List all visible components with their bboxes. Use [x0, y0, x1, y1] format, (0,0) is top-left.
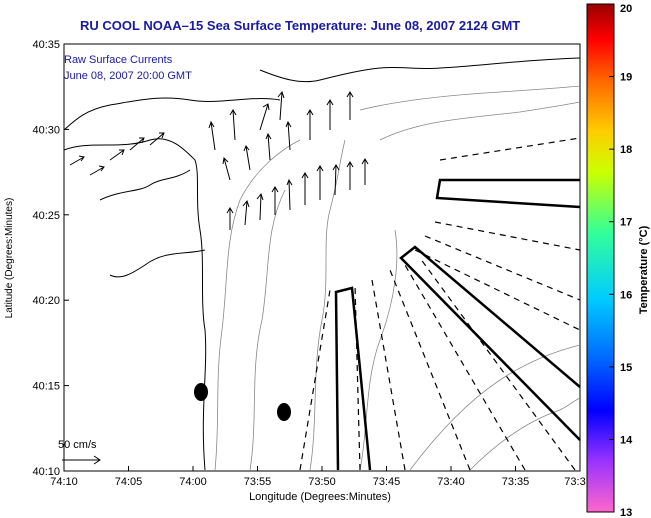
colorbar-label: Temperature (°C)	[638, 225, 650, 314]
marker-1	[194, 383, 208, 401]
colorbar-tick-label: 14	[620, 434, 633, 446]
current-vectors	[69, 90, 369, 230]
x-tick-label: 74:00	[179, 476, 207, 488]
chart-title: RU COOL NOAA–15 Sea Surface Temperature:…	[80, 18, 520, 33]
x-tick-label: 73:35	[502, 476, 530, 488]
y-tick-label: 40:20	[32, 295, 60, 307]
transect-polygons	[334, 178, 581, 471]
marker-2	[277, 403, 291, 421]
x-tick-label: 73:3	[564, 476, 585, 488]
inset-line-1: Raw Surface Currents	[64, 54, 173, 66]
map-plot-area: Raw Surface Currents June 08, 2007 20:00…	[58, 43, 581, 472]
x-axis: 74:10 74:05 74:00 73:55 73:50 73:45 73:40 73:35…	[50, 466, 586, 488]
y-tick-label: 40:30	[32, 124, 60, 136]
colorbar-tick-label: 16	[620, 289, 632, 301]
y-tick-label: 40:35	[32, 39, 60, 51]
y-tick-label: 40:25	[32, 210, 60, 222]
colorbar-tick-label: 15	[620, 362, 632, 374]
x-tick-label: 74:10	[50, 476, 78, 488]
x-tick-label: 73:40	[437, 476, 465, 488]
y-tick-label: 40:10	[32, 466, 60, 478]
colorbar-ticks: 20 19 18 17 16 15 14 13	[609, 3, 633, 518]
colorbar-tick-label: 19	[620, 72, 632, 84]
dashed-lines	[299, 137, 581, 471]
y-axis-label: Latitude (Degrees:Minutes)	[4, 198, 15, 319]
scale-arrow	[62, 455, 101, 465]
x-axis-label: Longitude (Degrees:Minutes)	[249, 491, 391, 503]
colorbar-tick-label: 20	[620, 3, 632, 15]
x-tick-label: 73:45	[373, 476, 401, 488]
coastline	[63, 57, 581, 471]
colorbar-tick-label: 13	[620, 507, 632, 518]
x-tick-label: 73:50	[308, 476, 336, 488]
colorbar	[586, 3, 615, 513]
y-axis: 40:35 40:30 40:25 40:20 40:15 40:10	[32, 39, 69, 478]
depth-contours	[214, 85, 581, 471]
plot-frame	[63, 43, 581, 472]
scale-label: 50 cm/s	[58, 439, 97, 451]
x-tick-label: 73:55	[244, 476, 272, 488]
inset-line-2: June 08, 2007 20:00 GMT	[64, 70, 192, 82]
colorbar-tick-label: 18	[620, 144, 632, 156]
colorbar-tick-label: 17	[620, 217, 632, 229]
y-tick-label: 40:15	[32, 381, 60, 393]
x-tick-label: 74:05	[115, 476, 143, 488]
